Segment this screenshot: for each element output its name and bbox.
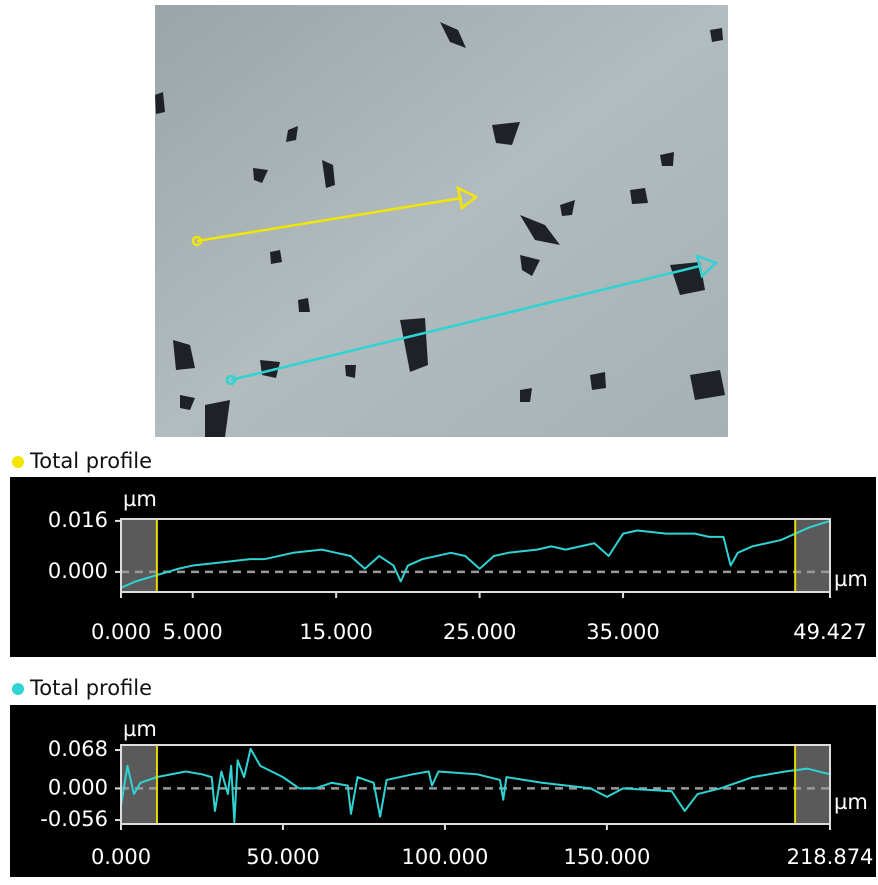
x-tick-label: 5.000 xyxy=(163,620,223,644)
profile-chart: Total profile 0.000 0.016 0.000 5.000 15.000 2… xyxy=(10,449,876,657)
figure: Total profile 0.000 0.016 0.000 5.000 15.000 2… xyxy=(0,0,878,885)
y-unit: µm xyxy=(123,487,157,511)
page: {"chart_data":[ {"type":"line","title":"… xyxy=(0,0,878,885)
x-unit: µm xyxy=(834,790,868,814)
y-tick-label: 0.016 xyxy=(48,508,108,532)
x-tick-label: 100.000 xyxy=(402,845,489,869)
y-unit: µm xyxy=(123,717,157,741)
x-tick-label: 15.000 xyxy=(299,620,372,644)
excluded-region xyxy=(795,519,830,592)
y-tick-label: 0.068 xyxy=(48,737,108,761)
y-tick-label: -0.056 xyxy=(40,807,108,831)
x-tick-label: 49.427 xyxy=(793,620,866,644)
x-tick-label: 50.000 xyxy=(246,845,319,869)
legend-marker xyxy=(12,456,24,468)
chart-title: Total profile xyxy=(29,676,152,700)
excluded-region xyxy=(795,745,830,824)
y-tick-label: 0.000 xyxy=(48,559,108,583)
x-tick-label: 35.000 xyxy=(586,620,659,644)
x-tick-label: 0.000 xyxy=(91,845,151,869)
micrograph xyxy=(155,5,728,437)
x-tick-label: 150.000 xyxy=(563,845,650,869)
x-unit: µm xyxy=(834,567,868,591)
x-tick-label: 0.000 xyxy=(91,620,151,644)
legend-marker xyxy=(12,683,24,695)
y-tick-label: 0.000 xyxy=(48,775,108,799)
profile-chart: Total profile -0.056 0.000 0.068 0.000 50.000… xyxy=(10,676,876,877)
x-tick-label: 25.000 xyxy=(443,620,516,644)
x-tick-label: 218.874 xyxy=(787,845,874,869)
chart-title: Total profile xyxy=(29,449,152,473)
